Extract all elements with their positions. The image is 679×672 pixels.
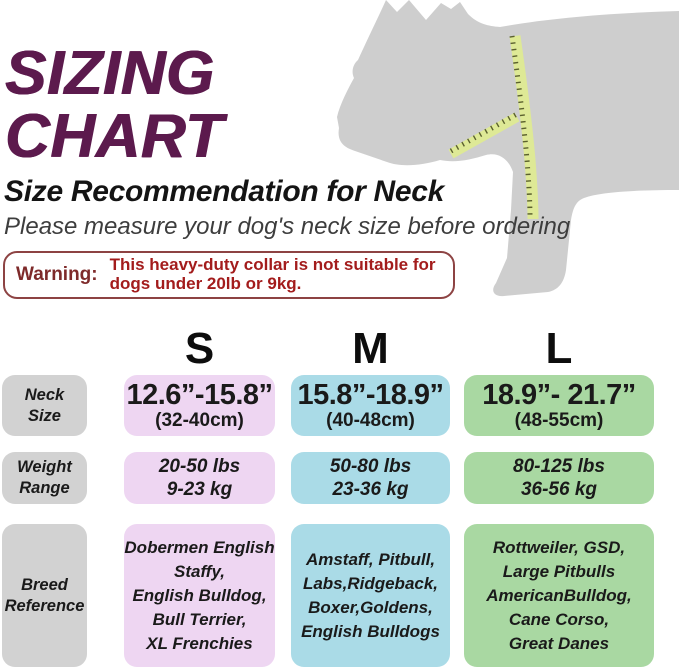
cell-breed-reference-l: Rottweiler, GSD, Large Pitbulls American… [464, 524, 654, 667]
warning-label: Warning: [16, 264, 98, 285]
cell-neck-size-l: 18.9”- 21.7” (48-55cm) [464, 375, 654, 436]
cell-weight-range-l: 80-125 lbs 36-56 kg [464, 452, 654, 504]
warning-message: This heavy-duty collar is not suitable f… [109, 255, 436, 293]
column-header-s: S [184, 324, 215, 373]
dog-body-shape [337, 0, 679, 297]
neck-size-l-cm: (48-55cm) [514, 410, 604, 431]
warning-box: Warning: This heavy-duty collar is not s… [3, 251, 455, 299]
page-title: SIZING CHART [5, 42, 223, 168]
subtitle: Size Recommendation for Neck [4, 175, 445, 208]
page-title-line2: CHART [5, 102, 224, 171]
neck-size-s-cm: (32-40cm) [155, 410, 244, 431]
neck-size-s-inches: 12.6”-15.8” [126, 379, 273, 411]
row-header-breed-reference: Breed Reference [2, 524, 87, 667]
cell-breed-reference-s: Dobermen English Staffy, English Bulldog… [124, 524, 275, 667]
measuring-tape-end-band [448, 112, 520, 159]
row-header-neck-size: Neck Size [2, 375, 87, 436]
cell-neck-size-s: 12.6”-15.8” (32-40cm) [124, 375, 275, 436]
page-title-line1: SIZING [5, 39, 215, 108]
cell-neck-size-m: 15.8”-18.9” (40-48cm) [291, 375, 450, 436]
neck-size-l-inches: 18.9”- 21.7” [482, 379, 636, 411]
row-header-weight-range: Weight Range [2, 452, 87, 504]
measure-note: Please measure your dog's neck size befo… [4, 213, 571, 240]
cell-breed-reference-m: Amstaff, Pitbull, Labs,Ridgeback, Boxer,… [291, 524, 450, 667]
dog-silhouette-illustration [337, 0, 679, 297]
column-header-m: M [352, 324, 389, 373]
measuring-tape-band [509, 35, 539, 220]
column-header-l: L [545, 324, 573, 373]
cell-weight-range-m: 50-80 lbs 23-36 kg [291, 452, 450, 504]
neck-size-m-cm: (40-48cm) [326, 410, 415, 431]
neck-size-m-inches: 15.8”-18.9” [297, 379, 444, 411]
cell-weight-range-s: 20-50 lbs 9-23 kg [124, 452, 275, 504]
